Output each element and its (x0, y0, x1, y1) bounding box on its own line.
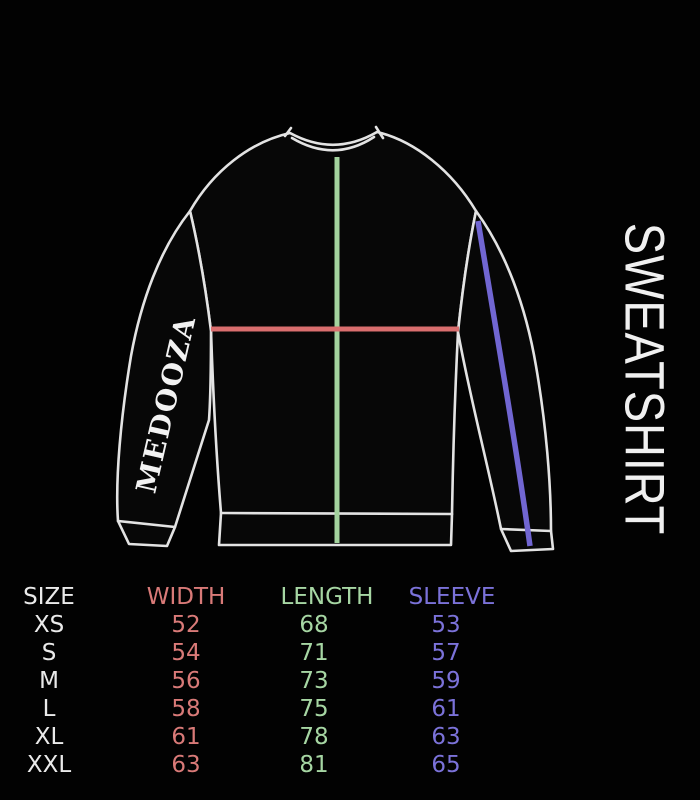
size-label: M (39, 668, 59, 694)
size-label: XXL (26, 752, 72, 778)
size-chart-table: SIZE WIDTH LENGTH SLEEVE XS 52 68 53 S 5… (0, 583, 524, 779)
size-label: XS (33, 612, 65, 638)
width-value: 63 (171, 752, 201, 778)
left-cuff-seam (116, 519, 177, 529)
length-value: 68 (299, 612, 329, 638)
column-header-length: LENGTH (280, 584, 374, 610)
sleeve-value: 63 (431, 724, 461, 750)
size-label: S (41, 640, 57, 666)
length-value: 75 (299, 696, 329, 722)
width-value: 56 (171, 668, 201, 694)
length-value: 78 (299, 724, 329, 750)
size-row-xl: XL 61 78 63 (0, 723, 524, 751)
sleeve-value: 57 (431, 640, 461, 666)
sleeve-value: 61 (431, 696, 461, 722)
length-value: 73 (299, 668, 329, 694)
size-row-m: M 56 73 59 (0, 667, 524, 695)
column-header-width: WIDTH (146, 584, 226, 610)
collar-notches (283, 125, 385, 140)
sleeve-value: 53 (431, 612, 461, 638)
size-row-xs: XS 52 68 53 (0, 611, 524, 639)
sleeve-value: 65 (431, 752, 461, 778)
size-label: L (42, 696, 56, 722)
length-value: 81 (299, 752, 329, 778)
size-row-l: L 58 75 61 (0, 695, 524, 723)
width-value: 61 (171, 724, 201, 750)
size-row-s: S 54 71 57 (0, 639, 524, 667)
sleeve-value: 59 (431, 668, 461, 694)
size-row-xxl: XXL 63 81 65 (0, 751, 524, 779)
size-chart-header-row: SIZE WIDTH LENGTH SLEEVE (0, 583, 524, 611)
width-value: 58 (171, 696, 201, 722)
width-value: 54 (171, 640, 201, 666)
sweatshirt-body (188, 130, 478, 547)
product-title: SWEATSHIRT (613, 222, 677, 536)
collar-rib-seam (290, 135, 376, 152)
width-value: 52 (171, 612, 201, 638)
size-label: XL (34, 724, 64, 750)
length-value: 71 (299, 640, 329, 666)
column-header-sleeve: SLEEVE (408, 584, 496, 610)
column-header-size: SIZE (23, 584, 75, 610)
sleeve-measure-line (475, 220, 533, 547)
